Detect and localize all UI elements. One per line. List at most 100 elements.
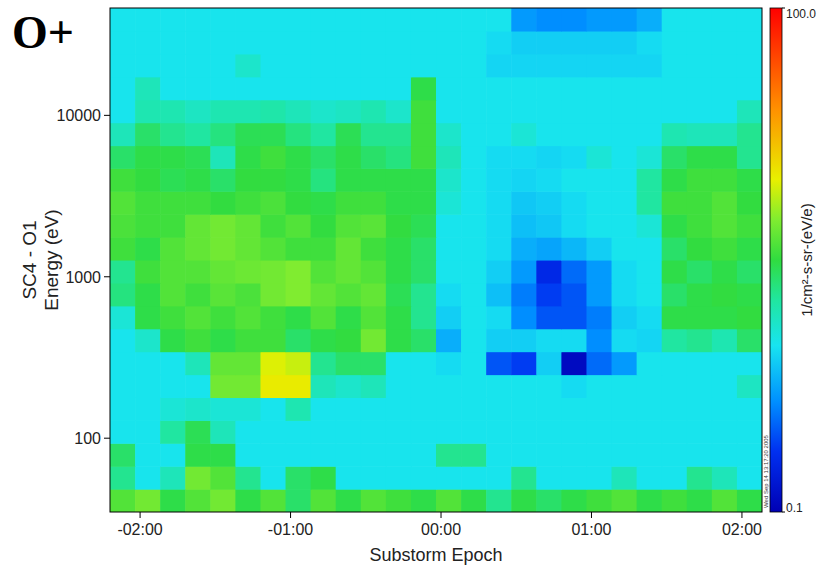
- cell: [436, 8, 462, 32]
- cell: [311, 375, 337, 398]
- cell: [361, 100, 387, 124]
- cell: [210, 489, 236, 512]
- cell: [135, 168, 161, 192]
- cell: [411, 214, 437, 238]
- cell: [185, 329, 211, 353]
- cell: [336, 397, 362, 421]
- cell: [536, 168, 562, 192]
- cell: [561, 489, 587, 512]
- cell: [461, 237, 487, 260]
- cell: [411, 146, 437, 169]
- cell: [561, 237, 587, 260]
- cell: [286, 329, 312, 353]
- cell: [286, 77, 312, 101]
- cell: [336, 123, 362, 147]
- cell: [511, 123, 537, 147]
- cell: [135, 8, 161, 32]
- cell: [235, 443, 261, 467]
- cell: [160, 214, 186, 238]
- cell: [185, 146, 211, 169]
- cell: [536, 146, 562, 169]
- cell: [612, 168, 638, 192]
- y-tick: [104, 438, 110, 439]
- cell: [135, 375, 161, 398]
- cell: [637, 77, 663, 101]
- cell: [737, 54, 762, 78]
- cell: [286, 352, 312, 376]
- cell: [536, 77, 562, 101]
- cell: [386, 8, 412, 32]
- cell: [486, 375, 512, 398]
- cell: [612, 146, 638, 169]
- cell: [737, 31, 762, 55]
- title: O+: [12, 7, 74, 58]
- cell: [436, 397, 462, 421]
- cell: [185, 260, 211, 284]
- cell: [185, 31, 211, 55]
- cell: [662, 31, 688, 55]
- cell: [712, 466, 738, 490]
- cell: [436, 352, 462, 376]
- cell: [286, 31, 312, 55]
- cell: [687, 352, 713, 376]
- cell: [210, 260, 236, 284]
- cell: [361, 489, 387, 512]
- cell: [737, 306, 762, 329]
- cell: [110, 146, 136, 169]
- cell: [160, 168, 186, 192]
- cell: [110, 443, 136, 467]
- cell: [586, 260, 612, 284]
- cell: [511, 237, 537, 260]
- cell: [311, 123, 337, 147]
- cell: [336, 77, 362, 101]
- cell: [311, 283, 337, 306]
- cell: [662, 191, 688, 215]
- cell: [160, 283, 186, 306]
- cell: [336, 214, 362, 238]
- cell: [135, 191, 161, 215]
- cell: [461, 375, 487, 398]
- cell: [411, 375, 437, 398]
- cell: [436, 191, 462, 215]
- cell: [110, 375, 136, 398]
- cell: [110, 31, 136, 55]
- cell: [185, 237, 211, 260]
- cell: [311, 237, 337, 260]
- cell: [637, 352, 663, 376]
- cell: [110, 8, 136, 32]
- cell: [561, 214, 587, 238]
- cell: [461, 283, 487, 306]
- cell: [160, 77, 186, 101]
- cell: [386, 489, 412, 512]
- cell: [260, 100, 286, 124]
- cell: [260, 443, 286, 467]
- cell: [336, 31, 362, 55]
- cell: [286, 123, 312, 147]
- x-tick-label: 02:00: [722, 521, 762, 538]
- cell: [511, 54, 537, 78]
- cell: [110, 466, 136, 490]
- cell: [662, 375, 688, 398]
- cell: [612, 77, 638, 101]
- cell: [235, 191, 261, 215]
- cell: [235, 214, 261, 238]
- cell: [687, 168, 713, 192]
- cell: [286, 54, 312, 78]
- cell: [160, 8, 186, 32]
- cell: [436, 214, 462, 238]
- cell: [160, 397, 186, 421]
- cell: [411, 77, 437, 101]
- cell: [185, 77, 211, 101]
- cell: [235, 397, 261, 421]
- cell: [637, 100, 663, 124]
- cell: [110, 489, 136, 512]
- cell: [286, 100, 312, 124]
- cell: [561, 77, 587, 101]
- cell: [536, 123, 562, 147]
- cell: [336, 260, 362, 284]
- cell: [336, 237, 362, 260]
- cell: [110, 420, 136, 443]
- cell: [586, 329, 612, 353]
- cell: [637, 146, 663, 169]
- cell: [536, 191, 562, 215]
